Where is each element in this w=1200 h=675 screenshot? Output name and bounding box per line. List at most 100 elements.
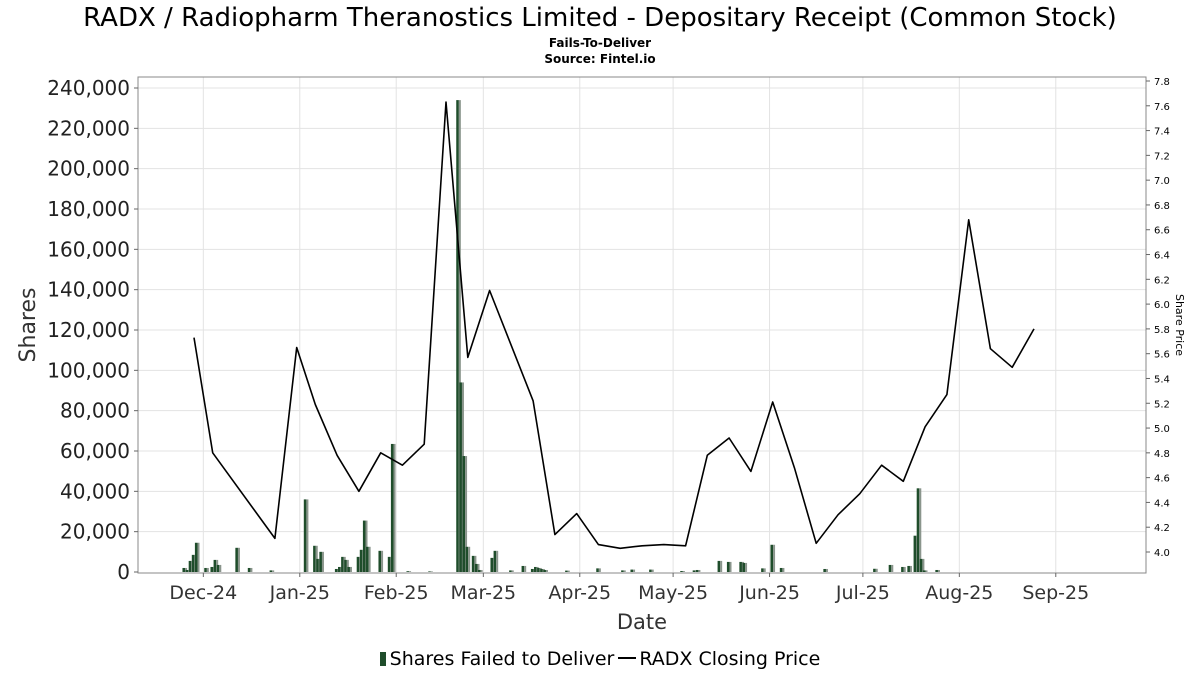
chart-subtitle: Fails-To-Deliver: [548, 36, 652, 50]
price-line-series: [193, 101, 1035, 550]
fails-bar: [630, 569, 634, 572]
grid: [138, 77, 1146, 573]
x-axis-ticks: Dec-24 Jan-25 Feb-25 Mar-25 Apr-25 May-25 Jun-…: [169, 573, 1089, 604]
fails-bar: [770, 544, 774, 572]
fails-bar-shade: [623, 570, 626, 572]
fails-bar-shade: [773, 544, 776, 572]
fails-bar-shade: [825, 568, 828, 572]
legend-item-fails: Shares Failed to Deliver: [389, 648, 615, 670]
fails-bar: [540, 568, 543, 572]
fails-bar: [428, 571, 431, 572]
fails-bar: [739, 561, 742, 572]
x-tick-label: Feb-25: [364, 582, 429, 604]
fails-bar: [269, 570, 273, 572]
plot-frame: [137, 76, 1147, 574]
fails-bar: [907, 565, 910, 572]
x-tick-label: Apr-25: [548, 582, 611, 604]
fails-bar: [344, 559, 347, 572]
fails-bar: [188, 560, 192, 572]
fails-bar: [474, 563, 478, 572]
fails-bar: [210, 566, 214, 572]
fails-bar: [873, 568, 876, 572]
fails-bar: [247, 567, 251, 572]
fails-bar: [916, 488, 920, 572]
legend-bar-swatch: [379, 652, 386, 666]
y2-tick-label: 5.0: [1154, 424, 1170, 435]
fails-bar-shade: [430, 571, 433, 572]
fails-bar-shade: [875, 568, 878, 572]
fails-bar: [695, 569, 699, 572]
y2-tick-label: 7.4: [1154, 127, 1170, 138]
fails-bar: [185, 569, 189, 572]
x-tick-label: Jun-25: [738, 582, 800, 604]
fails-bar: [182, 567, 186, 572]
legend: Shares Failed to Deliver RADX Closing Pri…: [0, 647, 1200, 671]
fails-bar: [235, 547, 238, 572]
fails-bar: [216, 564, 220, 572]
fails-bar: [509, 570, 512, 572]
fails-bar-shade: [919, 488, 922, 572]
fails-bar: [543, 569, 546, 572]
y-tick-label: 80,000: [60, 399, 130, 423]
fails-bar: [459, 382, 462, 572]
y-tick-label: 240,000: [47, 76, 130, 100]
fails-bar-shade: [782, 567, 785, 572]
fails-bar-shade: [480, 569, 483, 572]
fails-bar: [478, 569, 481, 572]
fails-bar: [922, 570, 926, 572]
y2-tick-label: 7.8: [1154, 77, 1170, 88]
fails-bar: [565, 570, 568, 572]
fails-bar-shade: [346, 559, 349, 572]
fails-bar-shade: [250, 567, 253, 572]
fails-bar-shade: [381, 550, 384, 572]
fails-bar-shade: [349, 566, 352, 572]
fails-bar: [649, 569, 652, 572]
y2-tick-label: 5.8: [1154, 325, 1170, 336]
fails-bar-shade: [465, 456, 468, 572]
fails-bar-shade: [745, 562, 748, 572]
bar-series: [182, 100, 940, 572]
fails-bar: [621, 570, 624, 572]
fails-bar-shade: [468, 546, 471, 572]
y-tick-label: 100,000: [47, 358, 130, 382]
x-tick-label: Dec-24: [169, 582, 237, 604]
x-tick-label: Mar-25: [450, 582, 516, 604]
fails-bar-shade: [524, 565, 527, 572]
fails-bar-shade: [651, 569, 654, 572]
fails-bar: [913, 535, 917, 572]
fails-bar: [530, 568, 534, 572]
fails-bar: [356, 556, 360, 572]
y2-tick-label: 6.2: [1154, 275, 1170, 286]
y-tick-label: 220,000: [47, 116, 130, 140]
chart-source: Source: Fintel.io: [544, 52, 656, 66]
fails-bar: [313, 545, 316, 572]
fails-bar-shade: [206, 567, 209, 572]
fails-bar-shade: [720, 560, 723, 572]
y2-tick-label: 7.2: [1154, 151, 1170, 162]
y-tick-label: 20,000: [60, 520, 130, 544]
fails-bar-shade: [937, 569, 940, 572]
fails-bar-shade: [598, 568, 601, 572]
y-tick-label: 180,000: [47, 197, 130, 221]
y2-tick-label: 5.2: [1154, 399, 1170, 410]
fails-bar-shade: [903, 566, 906, 572]
fails-bar: [521, 565, 525, 572]
x-tick-label: May-25: [638, 582, 708, 604]
y2-tick-label: 5.6: [1154, 350, 1170, 361]
fails-bar: [366, 546, 369, 572]
y2-tick-label: 7.0: [1154, 176, 1170, 187]
fails-bar: [456, 100, 459, 572]
price-line: [193, 101, 1035, 550]
fails-bar: [717, 560, 721, 572]
fails-bar-shade: [306, 499, 309, 572]
y2-tick-label: 4.0: [1154, 548, 1170, 559]
fails-bar-shade: [925, 570, 928, 572]
right-axis-ticks: 4.0 4.2 4.4 4.6 4.8 5.0 5.2 5.4 5.6 5.8 6.0 6.2 6.4 6…: [1146, 77, 1170, 559]
y-tick-label: 0: [117, 560, 130, 584]
fails-bar: [534, 566, 537, 572]
fails-bar: [465, 546, 469, 572]
y2-tick-label: 7.6: [1154, 102, 1170, 113]
fails-bar: [319, 551, 322, 572]
fails-bar-shade: [458, 100, 461, 572]
